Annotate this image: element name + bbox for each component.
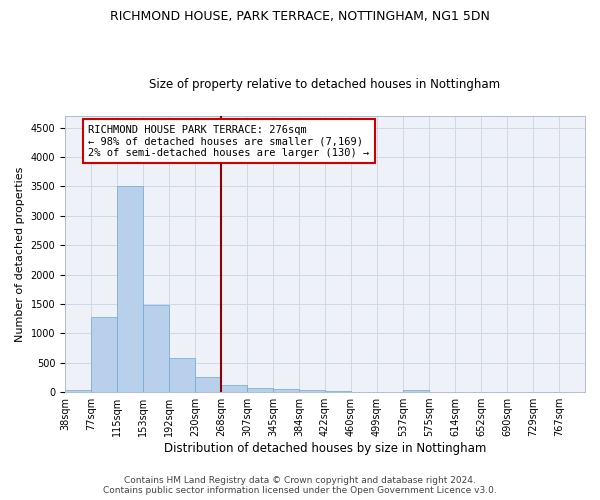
Bar xyxy=(196,378,221,392)
Text: RICHMOND HOUSE PARK TERRACE: 276sqm
← 98% of detached houses are smaller (7,169): RICHMOND HOUSE PARK TERRACE: 276sqm ← 98… xyxy=(88,124,370,158)
Bar xyxy=(247,388,272,392)
Bar xyxy=(169,358,194,392)
Bar xyxy=(325,391,350,392)
Text: RICHMOND HOUSE, PARK TERRACE, NOTTINGHAM, NG1 5DN: RICHMOND HOUSE, PARK TERRACE, NOTTINGHAM… xyxy=(110,10,490,23)
Text: Contains HM Land Registry data © Crown copyright and database right 2024.
Contai: Contains HM Land Registry data © Crown c… xyxy=(103,476,497,495)
Bar xyxy=(299,390,325,392)
Bar xyxy=(118,186,143,392)
Bar xyxy=(274,389,299,392)
Bar xyxy=(91,318,116,392)
Y-axis label: Number of detached properties: Number of detached properties xyxy=(15,166,25,342)
Bar xyxy=(221,386,247,392)
Bar xyxy=(403,390,428,392)
Bar xyxy=(143,305,169,392)
Title: Size of property relative to detached houses in Nottingham: Size of property relative to detached ho… xyxy=(149,78,500,91)
X-axis label: Distribution of detached houses by size in Nottingham: Distribution of detached houses by size … xyxy=(164,442,486,455)
Bar xyxy=(65,390,91,392)
